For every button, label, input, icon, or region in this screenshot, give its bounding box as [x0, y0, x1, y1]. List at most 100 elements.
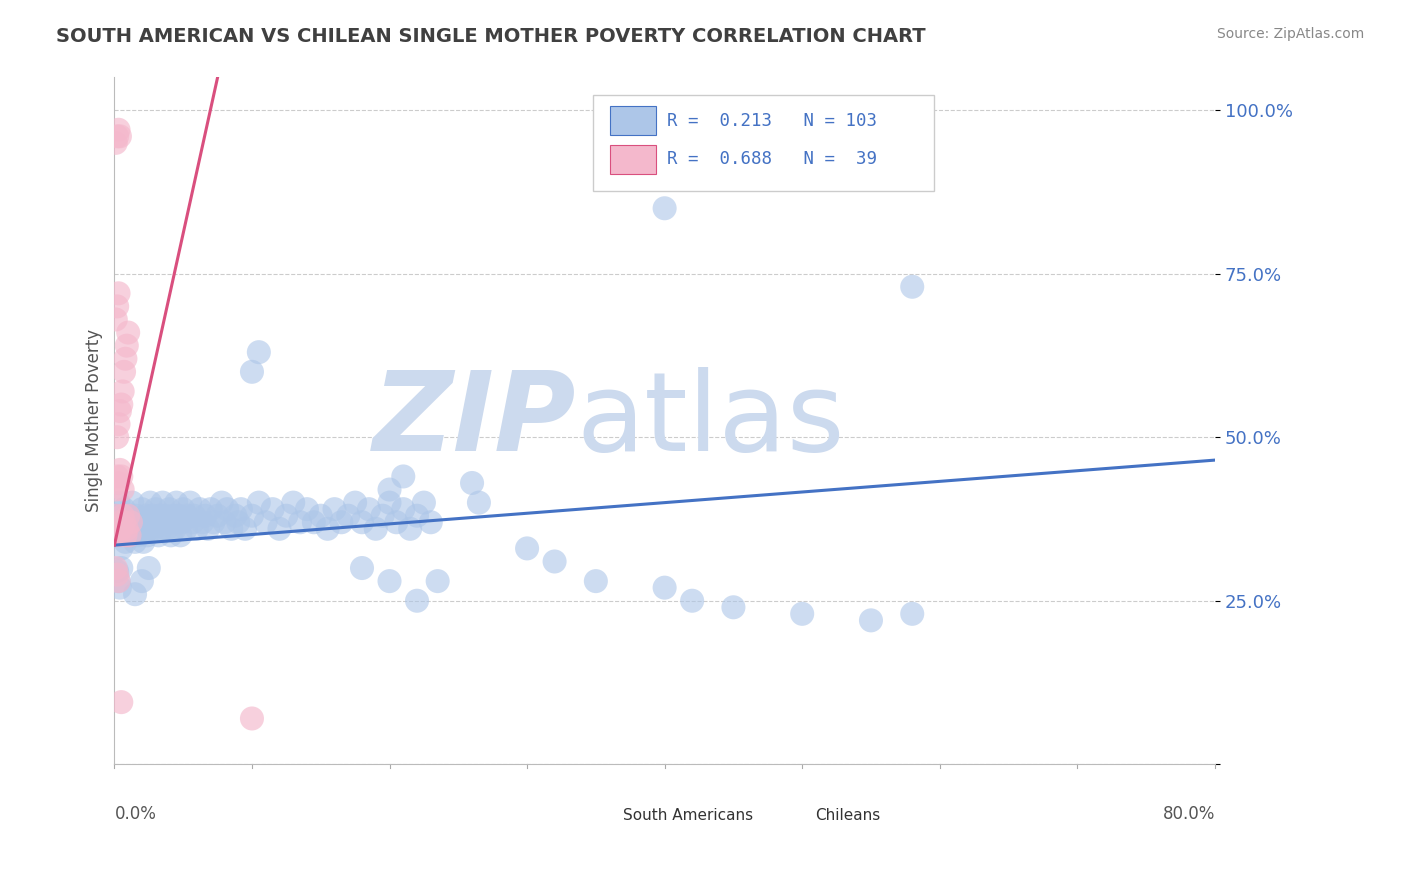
Point [152, 495, 174, 509]
Point [148, 528, 170, 542]
Text: Chileans: Chileans [815, 808, 880, 823]
Point [385, 515, 408, 529]
Point [186, 522, 208, 536]
Point [107, 417, 129, 431]
Point [115, 522, 138, 536]
Point [406, 508, 429, 523]
Point [107, 574, 129, 588]
Point [194, 508, 217, 523]
Point [143, 522, 166, 536]
Point [233, 522, 256, 536]
Point [104, 508, 127, 523]
Point [107, 286, 129, 301]
Point [104, 136, 127, 150]
Point [110, 522, 132, 536]
Point [191, 515, 214, 529]
Point [468, 495, 491, 509]
Point [136, 528, 159, 542]
Point [302, 515, 325, 529]
Point [120, 515, 142, 529]
Point [111, 384, 134, 399]
Point [516, 541, 538, 556]
Point [323, 502, 346, 516]
Point [114, 351, 136, 366]
Point [110, 469, 132, 483]
Point [392, 469, 415, 483]
Point [117, 508, 139, 523]
Point [226, 515, 249, 529]
Point [283, 495, 305, 509]
Point [214, 515, 236, 529]
Point [167, 508, 190, 523]
Point [357, 502, 380, 516]
Point [159, 528, 181, 542]
Point [723, 600, 745, 615]
Point [104, 508, 127, 523]
Point [105, 430, 128, 444]
Point [269, 522, 291, 536]
Point [110, 541, 132, 556]
Point [166, 515, 188, 529]
Point [141, 515, 163, 529]
Point [114, 528, 136, 542]
Point [240, 508, 263, 523]
FancyBboxPatch shape [768, 804, 807, 829]
Point [105, 528, 128, 542]
Point [543, 554, 565, 568]
Point [792, 607, 814, 621]
Point [131, 574, 153, 588]
Point [108, 129, 131, 144]
Point [681, 593, 703, 607]
Point [262, 502, 284, 516]
Point [118, 528, 141, 542]
Point [364, 522, 387, 536]
Point [188, 502, 211, 516]
Point [207, 508, 229, 523]
Point [108, 581, 131, 595]
Point [585, 574, 607, 588]
Point [135, 508, 157, 523]
Point [124, 587, 146, 601]
Point [145, 502, 167, 516]
Point [240, 711, 263, 725]
Point [142, 508, 165, 523]
Point [378, 574, 401, 588]
Point [115, 522, 138, 536]
Point [127, 528, 149, 542]
Point [392, 502, 415, 516]
Text: 0.0%: 0.0% [114, 805, 156, 823]
Point [110, 695, 132, 709]
Point [105, 299, 128, 313]
Point [105, 567, 128, 582]
Point [406, 593, 429, 607]
Point [221, 522, 243, 536]
Point [118, 528, 141, 542]
Point [114, 534, 136, 549]
Point [229, 502, 252, 516]
Point [859, 613, 882, 627]
Point [134, 515, 156, 529]
Point [117, 508, 139, 523]
Point [330, 515, 353, 529]
Point [163, 522, 186, 536]
Point [146, 515, 169, 529]
Point [105, 469, 128, 483]
Point [378, 495, 401, 509]
Point [165, 495, 187, 509]
FancyBboxPatch shape [610, 145, 655, 174]
Point [111, 483, 134, 497]
Text: South Americans: South Americans [623, 808, 754, 823]
Point [107, 475, 129, 490]
Point [112, 365, 135, 379]
Point [309, 508, 332, 523]
Point [350, 561, 373, 575]
Point [108, 522, 131, 536]
Point [149, 508, 172, 523]
Point [350, 515, 373, 529]
Point [901, 279, 924, 293]
Point [104, 483, 127, 497]
FancyBboxPatch shape [593, 95, 934, 191]
Point [115, 338, 138, 352]
Point [129, 522, 152, 536]
Point [160, 515, 183, 529]
